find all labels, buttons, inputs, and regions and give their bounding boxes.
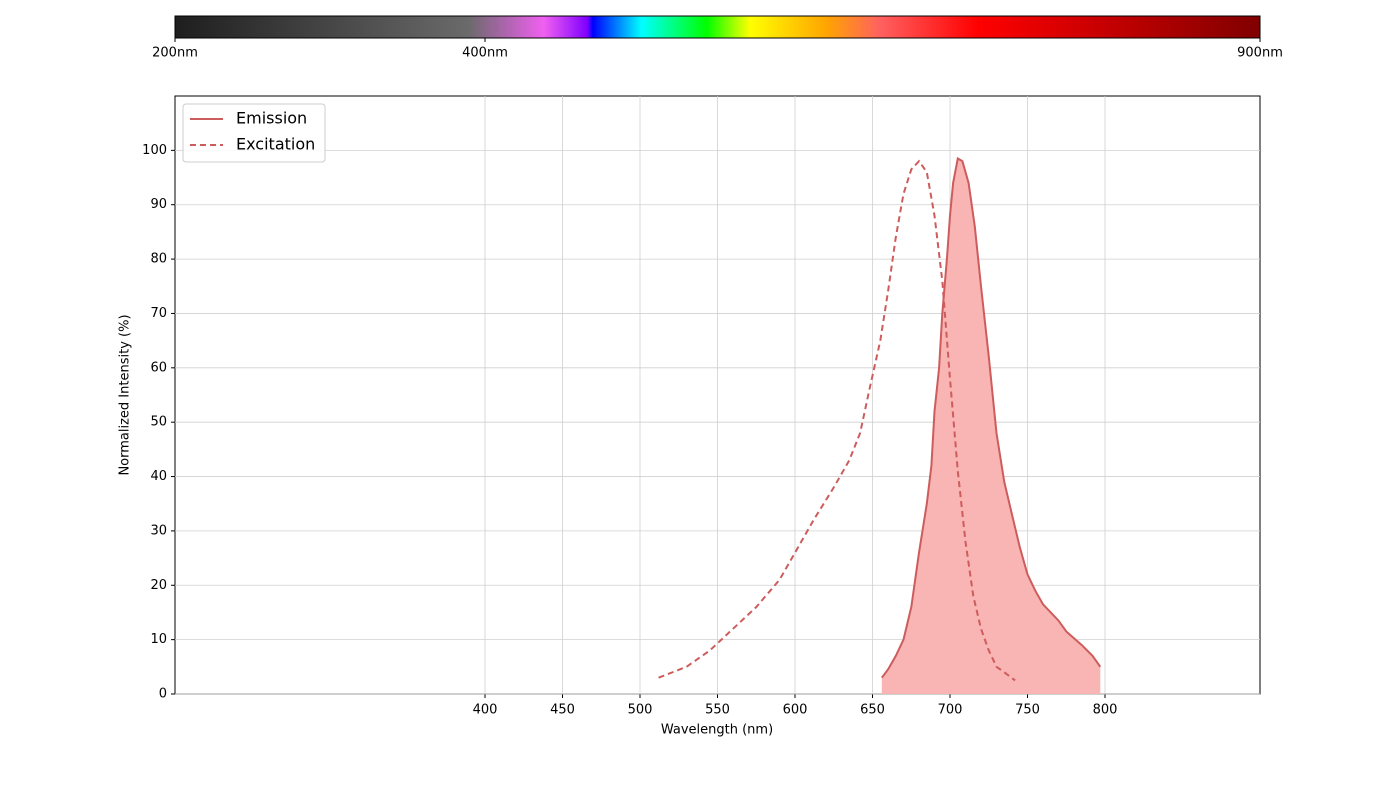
emission-area bbox=[881, 158, 1101, 694]
legend-label: Emission bbox=[236, 109, 307, 128]
colorbar-tick-label: 200nm bbox=[152, 46, 198, 61]
spectrum-bar bbox=[174, 15, 1261, 39]
y-tick-label: 70 bbox=[150, 306, 167, 321]
colorbar-tick-label: 900nm bbox=[1237, 46, 1283, 61]
legend-label: Excitation bbox=[236, 135, 315, 154]
y-tick-label: 100 bbox=[142, 143, 167, 158]
y-tick-label: 80 bbox=[150, 252, 167, 267]
y-tick-label: 50 bbox=[150, 415, 167, 430]
x-tick-label: 500 bbox=[628, 703, 653, 718]
x-tick-label: 700 bbox=[938, 703, 963, 718]
x-tick-label: 600 bbox=[783, 703, 808, 718]
x-tick-label: 800 bbox=[1093, 703, 1118, 718]
y-tick-label: 20 bbox=[150, 578, 167, 593]
y-tick-label: 90 bbox=[150, 197, 167, 212]
series-line bbox=[658, 159, 1016, 682]
x-tick-label: 750 bbox=[1015, 703, 1040, 718]
y-tick-label: 40 bbox=[150, 469, 167, 484]
series-line bbox=[881, 156, 1102, 679]
y-tick-label: 30 bbox=[150, 523, 167, 538]
x-tick-label: 550 bbox=[705, 703, 730, 718]
y-tick-label: 10 bbox=[150, 632, 167, 647]
colorbar-tick-label: 400nm bbox=[462, 46, 508, 61]
x-axis-label: Wavelength (nm) bbox=[661, 723, 773, 738]
y-tick-label: 0 bbox=[159, 687, 167, 702]
y-tick-label: 60 bbox=[150, 360, 167, 375]
x-tick-label: 400 bbox=[473, 703, 498, 718]
x-tick-label: 650 bbox=[860, 703, 885, 718]
y-axis-label: Normalized Intensity (%) bbox=[118, 314, 133, 475]
x-tick-label: 450 bbox=[550, 703, 575, 718]
